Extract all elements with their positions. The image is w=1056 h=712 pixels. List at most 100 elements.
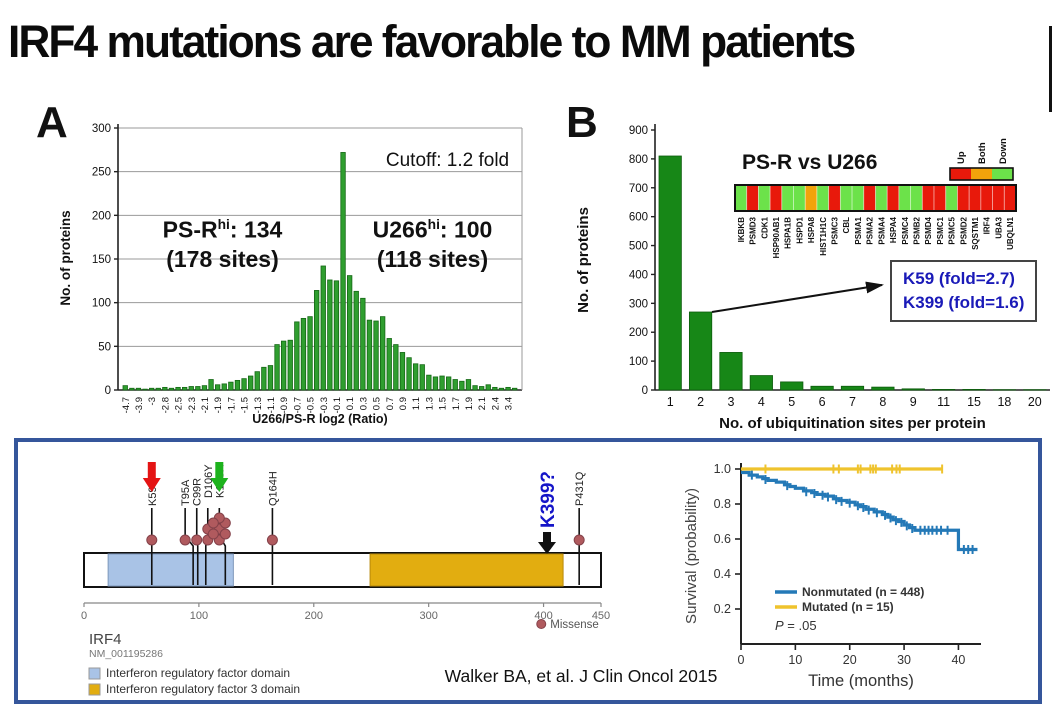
- histogram-bar: [300, 317, 307, 391]
- legend-cell-up: [950, 168, 971, 180]
- heatmap-gene-label: IKBKB: [737, 217, 746, 243]
- missense-dot: [207, 528, 219, 540]
- y-tick-label: 50: [98, 341, 111, 353]
- heatmap-gene-label: PSMD2: [959, 216, 968, 244]
- y-tick-label: 300: [92, 123, 111, 135]
- kaplan-meier-plot: 0.2 0.4 0.6 0.8 1.0 0 10 20 30 40 Time (months) Sur…: [683, 462, 981, 690]
- histogram-bar: [386, 338, 392, 391]
- y-tick-label: 150: [92, 254, 111, 266]
- histogram-bar: [307, 316, 313, 391]
- histogram-bar: [254, 371, 260, 391]
- missense-dot: [191, 534, 203, 546]
- domain-legend-swatch: [88, 667, 101, 680]
- transcript-id: NM_001195286: [89, 648, 163, 660]
- missense-dot: [266, 534, 278, 546]
- citation: Walker BA, et al. J Clin Oncol 2015: [444, 666, 718, 686]
- x-tick-label: 7: [849, 395, 856, 409]
- x-tick-label: 6: [819, 395, 826, 409]
- histogram-bar: [333, 280, 340, 391]
- x-tick-label: -0.1: [332, 397, 343, 413]
- heatmap-gene-label: PSMC1: [936, 216, 945, 244]
- histogram-bar: [181, 386, 188, 391]
- x-tick-label: -2.5: [174, 397, 185, 413]
- y-tick-label: 200: [629, 327, 648, 339]
- x-tick-label: 0.9: [398, 397, 409, 410]
- red-arrow: [142, 462, 161, 492]
- heatmap-cell: [921, 184, 935, 212]
- histogram-bar: [188, 386, 194, 391]
- decorative-edge-line: [1049, 26, 1052, 112]
- heatmap-gene-label: UBQLN1: [1006, 216, 1015, 249]
- missense-dot: [219, 528, 231, 540]
- histogram-bar: [208, 379, 214, 391]
- missense-legend-label: Missense: [550, 619, 599, 631]
- survival-curve: [741, 470, 978, 552]
- histogram-bar: [445, 376, 452, 391]
- histogram-bar: [195, 386, 201, 391]
- callout-arrow: [711, 281, 884, 313]
- heatmap-gene-label: SQSTM1: [971, 216, 980, 249]
- heatmap-cell: [746, 184, 759, 212]
- x-tick-label: 20: [843, 653, 857, 667]
- mutation-label: C99R: [192, 478, 204, 506]
- x-tick-label: 2.4: [490, 397, 501, 410]
- histogram-bar: [135, 387, 142, 391]
- heatmap-cell: [734, 184, 748, 212]
- heatmap-gene-label: PSMC5: [948, 216, 957, 244]
- gene-name: IRF4: [89, 631, 122, 648]
- fold-change-callout: K59 (fold=2.7) K399 (fold=1.6): [890, 260, 1038, 322]
- aa-tick-label: 0: [81, 610, 87, 622]
- x-tick-label: -1.9: [213, 397, 224, 413]
- y-tick-label: 0: [105, 385, 111, 397]
- x-axis-title: Time (months): [808, 672, 914, 690]
- heatmap-cell: [933, 184, 947, 212]
- histogram-bar: [149, 387, 155, 391]
- x-tick-label: 10: [788, 653, 802, 667]
- x-tick-label: 4: [758, 395, 765, 409]
- histogram-bar: [261, 366, 267, 391]
- x-tick-label: -0.9: [279, 397, 290, 413]
- histogram-bar: [412, 363, 419, 391]
- x-tick-label: -0.5: [306, 397, 317, 413]
- x-tick-label: 3.4: [504, 397, 515, 410]
- x-tick-label: 18: [997, 395, 1011, 409]
- histogram-bar: [426, 374, 432, 391]
- histogram-bar: [432, 376, 439, 391]
- histogram-bar: [122, 385, 128, 391]
- heatmap-cell: [910, 184, 923, 212]
- histogram-bar: [142, 388, 148, 391]
- x-tick-label: -2.8: [160, 397, 171, 413]
- aa-tick-label: 300: [419, 610, 437, 622]
- domain-legend-label: Interferon regulatory factor domain: [106, 666, 290, 680]
- histogram-bar: [280, 340, 287, 391]
- x-tick-label: 3: [727, 395, 734, 409]
- bar: [810, 385, 834, 391]
- missense-legend-dot: [536, 619, 547, 629]
- x-tick-label: -3.9: [134, 397, 145, 413]
- heatmap-cell: [875, 184, 888, 212]
- x-tick-label: 30: [897, 653, 911, 667]
- heatmap-cell: [957, 184, 970, 212]
- x-tick-label: 20: [1028, 395, 1042, 409]
- p-value: P = .05: [775, 618, 817, 633]
- panel-a-label: A: [36, 98, 68, 147]
- heatmap-cell: [839, 184, 853, 212]
- histogram-bar: [498, 387, 505, 391]
- y-tick-label: 0: [642, 385, 648, 397]
- bar: [840, 385, 865, 391]
- heatmap-gene-label: PSMA2: [866, 216, 875, 244]
- bar: [658, 155, 682, 391]
- y-tick-label: 800: [629, 154, 648, 166]
- heatmap-cell: [886, 184, 900, 212]
- domain-irf3: [369, 553, 564, 587]
- histogram-bar: [201, 385, 208, 391]
- y-tick-label: 600: [629, 212, 648, 224]
- histogram-bar: [247, 375, 254, 391]
- y-tick-label: 300: [629, 298, 648, 310]
- x-tick-label: -2.1: [200, 397, 211, 413]
- histogram-bar: [221, 383, 227, 391]
- y-tick-label: 400: [629, 269, 648, 281]
- x-tick-label: 15: [967, 395, 981, 409]
- x-tick-label: 8: [879, 395, 886, 409]
- heatmap-cell: [758, 184, 771, 212]
